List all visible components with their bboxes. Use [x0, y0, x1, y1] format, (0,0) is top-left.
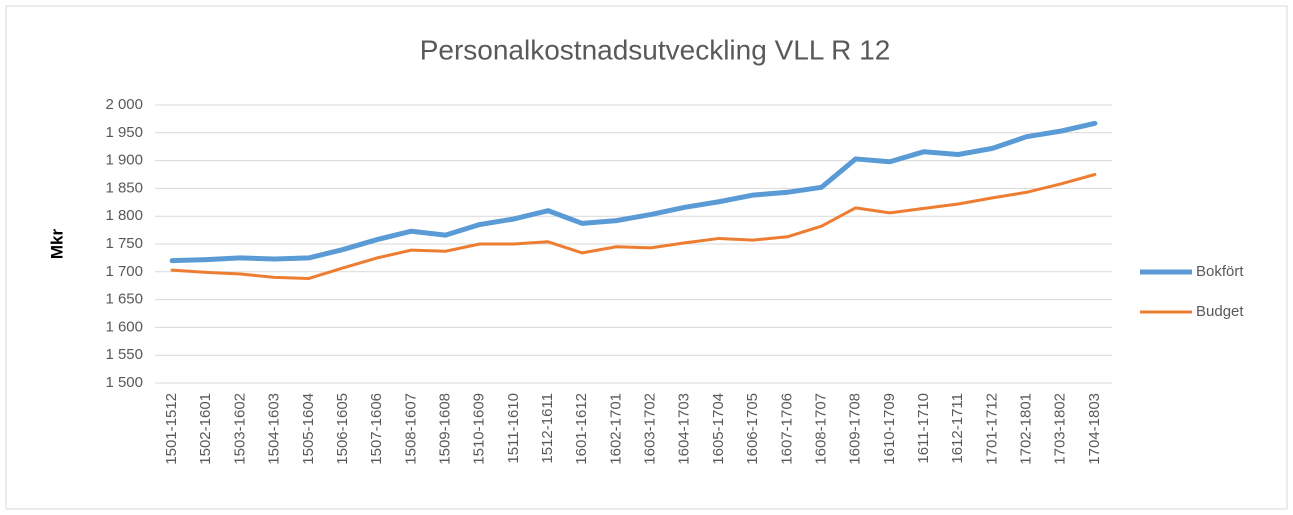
y-axis-label: Mkr — [47, 229, 66, 260]
y-tick-label: 1 600 — [105, 318, 143, 335]
y-tick-label: 1 850 — [105, 179, 143, 196]
x-tick-label: 1603-1702 — [642, 393, 659, 465]
chart-title: Personalkostnadsutveckling VLL R 12 — [420, 34, 891, 65]
y-tick-label: 1 800 — [105, 207, 143, 224]
x-tick-label: 1510-1609 — [471, 393, 488, 465]
x-tick-label: 1606-1705 — [744, 393, 761, 465]
legend-label: Bokfört — [1196, 263, 1244, 280]
x-tick-label: 1607-1706 — [778, 393, 795, 465]
y-tick-label: 1 500 — [105, 374, 143, 391]
series-line — [170, 173, 1097, 280]
x-tick-label: 1512-1611 — [539, 393, 556, 464]
x-tick-label: 1508-1607 — [402, 393, 419, 465]
y-tick-label: 1 900 — [105, 152, 143, 169]
y-tick-label: 2 000 — [105, 96, 143, 113]
x-tick-label: 1701-1712 — [983, 393, 1000, 465]
x-tick-label: 1511-1610 — [505, 393, 522, 464]
x-tick-label: 1608-1707 — [812, 393, 829, 465]
y-tick-label: 1 650 — [105, 291, 143, 308]
x-tick-label: 1610-1709 — [881, 393, 898, 465]
x-tick-label: 1703-1802 — [1052, 393, 1069, 465]
y-tick-label: 1 550 — [105, 346, 143, 363]
x-tick-label: 1605-1704 — [710, 393, 727, 465]
x-tick-label: 1503-1602 — [231, 393, 248, 465]
x-tick-label: 1501-1512 — [163, 393, 180, 465]
x-tick-label: 1602-1701 — [607, 393, 624, 465]
x-tick-label: 1609-1708 — [847, 393, 864, 465]
x-tick-label: 1601-1612 — [573, 393, 590, 465]
x-tick-label: 1611-1710 — [915, 393, 932, 464]
y-tick-label: 1 700 — [105, 263, 143, 280]
y-tick-label: 1 950 — [105, 124, 143, 141]
x-tick-label: 1604-1703 — [676, 393, 693, 465]
x-tick-label: 1502-1601 — [197, 393, 214, 465]
x-tick-label: 1504-1603 — [266, 393, 283, 465]
x-tick-label: 1505-1604 — [300, 393, 317, 465]
x-tick-label: 1507-1606 — [368, 393, 385, 465]
legend-label: Budget — [1196, 303, 1244, 320]
x-tick-label: 1506-1605 — [334, 393, 351, 465]
x-tick-label: 1704-1803 — [1086, 393, 1103, 465]
y-tick-label: 1 750 — [105, 235, 143, 252]
series-line — [169, 120, 1098, 264]
x-tick-label: 1509-1608 — [436, 393, 453, 465]
x-tick-label: 1702-1801 — [1018, 393, 1035, 465]
x-tick-label: 1612-1711 — [949, 393, 966, 464]
